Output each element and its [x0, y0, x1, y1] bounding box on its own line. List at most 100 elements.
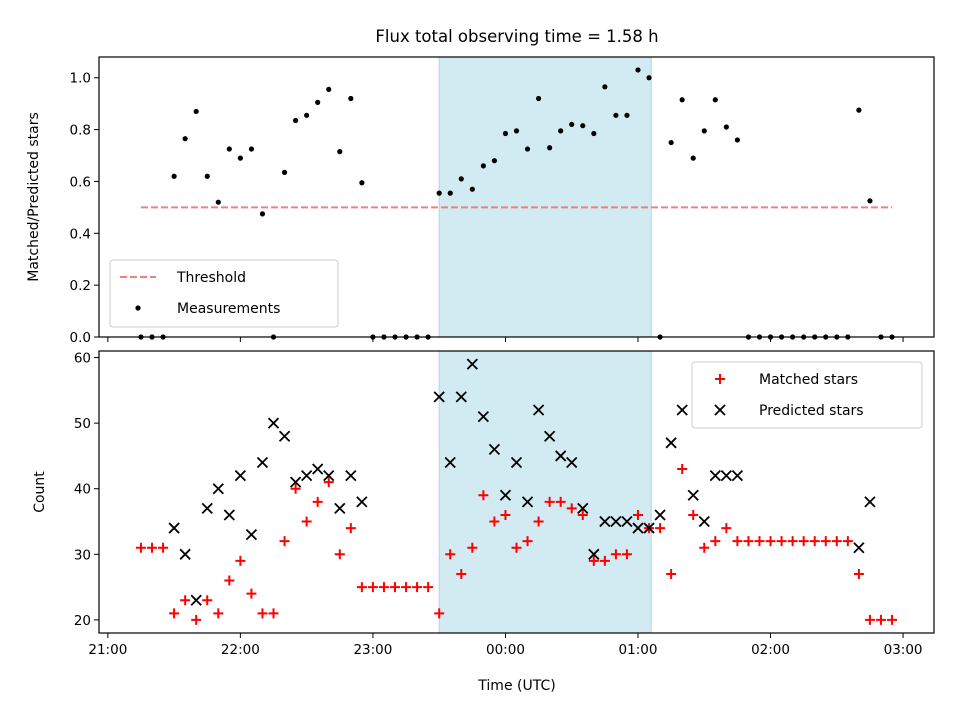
measurement-point: [304, 112, 310, 118]
predicted-point: [179, 548, 191, 560]
predicted-point: [234, 469, 247, 482]
predicted-point: [610, 515, 622, 528]
measurement-point: [712, 97, 718, 103]
y-tick-label: 0.2: [70, 278, 91, 294]
matched-point: [533, 516, 544, 527]
measurement-point: [469, 186, 475, 192]
matched-point: [158, 542, 169, 553]
y-tick-label: 1.0: [70, 71, 91, 87]
matched-point: [312, 496, 323, 507]
legend-measurement-swatch: [135, 305, 141, 311]
predicted-point: [853, 542, 865, 554]
axes-frame: [98, 56, 935, 338]
x-axis-label: Time (UTC): [477, 678, 555, 694]
predicted-point: [654, 509, 666, 521]
matched-point: [489, 516, 500, 527]
matched-point: [235, 555, 246, 566]
legend-predicted-swatch: [714, 404, 726, 416]
measurement-point: [259, 211, 266, 217]
predicted-point: [256, 456, 269, 469]
measurement-point: [502, 130, 509, 137]
matched-point: [710, 536, 721, 547]
matched-point: [268, 608, 279, 619]
matched-point: [257, 608, 268, 619]
measurement-point: [613, 112, 619, 118]
predicted-point: [543, 430, 556, 442]
predicted-point: [731, 469, 744, 482]
x-tick-label: 00:00: [486, 642, 525, 658]
matched-point: [246, 588, 257, 599]
predicted-point: [334, 502, 346, 515]
measurement-point: [679, 97, 685, 103]
predicted-point: [201, 502, 213, 515]
y-tick-label: 50: [74, 416, 91, 432]
predicted-point: [223, 509, 235, 521]
predicted-point: [510, 456, 523, 469]
matched-point: [721, 523, 732, 534]
y-tick-label: 30: [74, 547, 91, 563]
x-tick-label: 23:00: [353, 642, 392, 658]
legend: Threshold Measurements: [109, 259, 339, 328]
matched-point: [345, 523, 356, 534]
measurement-point: [624, 112, 630, 118]
matched-point: [754, 536, 765, 547]
predicted-point: [665, 437, 677, 449]
matched-point: [511, 542, 522, 553]
matched-point: [301, 516, 312, 527]
predicted-point: [687, 489, 699, 501]
measurement-point: [580, 123, 586, 129]
predicted-point: [267, 417, 280, 429]
matched-point: [732, 536, 743, 547]
measurement-point: [856, 107, 862, 113]
predicted-point: [643, 522, 655, 534]
x-tick-label: 01:00: [619, 642, 658, 658]
legend-label: Threshold: [176, 270, 246, 286]
matched-point: [445, 549, 456, 560]
measurement-point: [226, 146, 232, 152]
matched-point: [334, 549, 345, 560]
predicted-point: [433, 391, 445, 403]
measurement-point: [480, 163, 486, 169]
matched-point: [787, 536, 798, 547]
matched-point: [809, 536, 820, 547]
matched-point: [677, 464, 688, 475]
measurement-point: [591, 130, 597, 137]
matched-point: [577, 509, 588, 520]
predicted-point: [245, 528, 258, 541]
matched-point: [367, 582, 378, 593]
predicted-point: [621, 515, 633, 528]
measurement-point: [215, 199, 221, 205]
matched-point: [610, 549, 621, 560]
predicted-point: [720, 469, 732, 482]
matched-point: [699, 542, 710, 553]
predicted-point: [168, 522, 180, 534]
predicted-point: [444, 456, 456, 469]
matched-point: [688, 509, 699, 520]
x-tick-label: 22:00: [221, 642, 260, 658]
measurement-point: [558, 128, 564, 134]
matched-point: [666, 568, 677, 579]
measurement-point: [668, 139, 674, 146]
matched-point: [776, 536, 787, 547]
predicted-point: [323, 469, 335, 482]
matched-point: [279, 536, 290, 547]
measurement-point: [867, 198, 873, 204]
measurement-point: [690, 155, 696, 161]
matched-point: [621, 549, 632, 560]
y-tick-label: 0.4: [70, 226, 91, 242]
chart-title: Flux total observing time = 1.58 h: [375, 27, 658, 46]
measurement-point: [204, 173, 210, 179]
predicted-point: [455, 391, 467, 403]
predicted-point: [278, 430, 291, 442]
matched-point: [743, 536, 754, 547]
y-axis-label: Matched/Predicted stars: [26, 112, 42, 282]
predicted-point: [312, 463, 324, 475]
matched-point: [842, 536, 853, 547]
matched-point: [853, 568, 864, 579]
predicted-point: [190, 594, 202, 606]
matched-point: [875, 614, 886, 625]
matched-point: [202, 595, 213, 606]
ratio-panel: 0.0 0.2 0.4 0.6 0.8 1.0 Matched/Predicted star…: [26, 56, 935, 346]
y-tick-label: 60: [74, 351, 91, 367]
